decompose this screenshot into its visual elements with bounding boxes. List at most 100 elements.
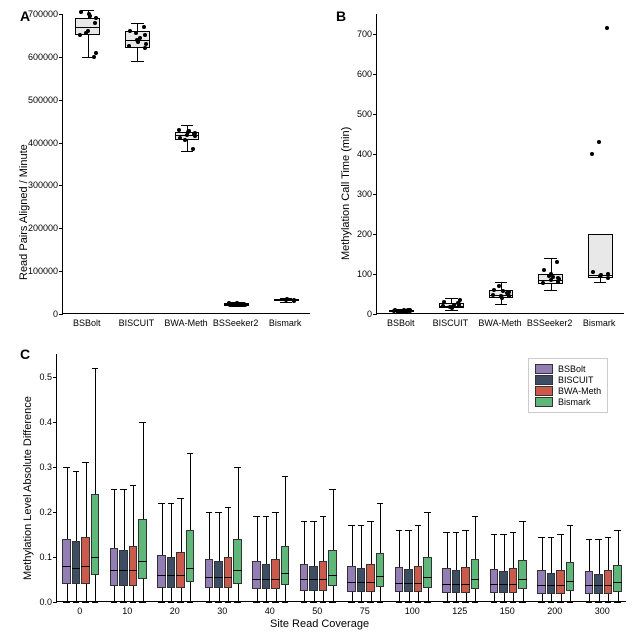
data-point xyxy=(441,304,445,308)
data-point xyxy=(84,31,88,35)
boxplot-box xyxy=(537,570,546,593)
data-point xyxy=(605,26,609,30)
legend-item: Bismark xyxy=(535,397,601,407)
data-point xyxy=(452,303,456,307)
ytick-label: 100000 xyxy=(28,266,58,276)
data-point xyxy=(93,21,97,25)
data-point xyxy=(541,281,545,285)
data-point xyxy=(497,284,501,288)
legend-swatch xyxy=(535,386,553,396)
boxplot-box xyxy=(347,566,356,592)
panel-b-ylabel: Methylation Call Time (min) xyxy=(340,127,352,260)
panel-b-plot xyxy=(376,14,624,314)
data-point xyxy=(402,308,406,312)
data-point xyxy=(227,301,231,305)
ytick-label: 0.0 xyxy=(39,597,52,607)
panel-c-label: C xyxy=(20,346,30,362)
data-point xyxy=(142,25,146,29)
data-point xyxy=(243,303,247,307)
boxplot-box xyxy=(281,546,290,585)
boxplot-box xyxy=(62,539,71,584)
xtick-label: 100 xyxy=(400,606,424,616)
boxplot-box xyxy=(357,568,366,591)
xtick-label: BWA-Meth xyxy=(161,318,211,328)
boxplot-box xyxy=(81,537,90,584)
boxplot-box xyxy=(319,561,328,590)
xtick-label: 20 xyxy=(163,606,187,616)
data-point xyxy=(542,268,546,272)
ytick-label: 100 xyxy=(357,269,372,279)
legend-swatch xyxy=(535,397,553,407)
data-point xyxy=(187,129,191,133)
boxplot-box xyxy=(442,568,451,593)
panel-b-label: B xyxy=(336,8,346,24)
legend-label: Bismark xyxy=(558,397,591,407)
legend-label: BWA-Meth xyxy=(558,386,601,396)
xtick-label: BISCUIT xyxy=(111,318,161,328)
data-point xyxy=(591,270,595,274)
xtick-label: BISCUIT xyxy=(425,318,475,328)
xtick-label: 200 xyxy=(543,606,567,616)
data-point xyxy=(134,31,138,35)
ytick-label: 500 xyxy=(357,109,372,119)
legend-swatch xyxy=(535,364,553,374)
boxplot-box xyxy=(395,567,404,592)
data-point xyxy=(492,288,496,292)
boxplot-box xyxy=(300,564,309,591)
boxplot-box xyxy=(471,559,480,589)
data-point xyxy=(590,152,594,156)
data-point xyxy=(88,14,92,18)
data-point xyxy=(78,33,82,37)
data-point xyxy=(491,293,495,297)
data-point xyxy=(143,46,147,50)
boxplot-box xyxy=(233,539,242,584)
ytick-label: 0.2 xyxy=(39,507,52,517)
boxplot-box xyxy=(262,564,271,590)
boxplot-box xyxy=(499,571,508,593)
ytick-label: 0.3 xyxy=(39,462,52,472)
data-point xyxy=(136,40,140,44)
xtick-label: BSSeeker2 xyxy=(525,318,575,328)
ytick-label: 700000 xyxy=(28,9,58,19)
boxplot-box xyxy=(376,553,385,587)
ytick-label: 600 xyxy=(357,69,372,79)
boxplot-box xyxy=(404,569,413,592)
data-point xyxy=(177,128,181,132)
ytick-label: 0.1 xyxy=(39,552,52,562)
data-point xyxy=(557,277,561,281)
boxplot-box xyxy=(119,550,128,586)
boxplot-box xyxy=(167,557,176,589)
boxplot-box xyxy=(547,573,556,594)
xtick-label: Bismark xyxy=(260,318,310,328)
xtick-label: 0 xyxy=(68,606,92,616)
boxplot-box xyxy=(585,571,594,594)
data-point xyxy=(233,302,237,306)
data-point xyxy=(183,138,187,142)
xtick-label: BSBolt xyxy=(376,318,426,328)
legend: BSBolt BISCUIT BWA-Meth Bismark xyxy=(528,358,608,413)
boxplot-box xyxy=(157,555,166,589)
ytick-label: 0.5 xyxy=(39,372,52,382)
boxplot-box xyxy=(252,561,261,589)
boxplot-box xyxy=(176,552,185,588)
boxplot-box xyxy=(110,548,119,586)
data-point xyxy=(599,273,603,277)
panel-a-plot xyxy=(62,14,310,314)
data-point xyxy=(285,297,289,301)
data-point xyxy=(193,131,197,135)
xtick-label: BWA-Meth xyxy=(475,318,525,328)
xtick-label: 125 xyxy=(448,606,472,616)
xtick-label: 40 xyxy=(258,606,282,616)
boxplot-box xyxy=(72,541,81,584)
xtick-label: 10 xyxy=(115,606,139,616)
boxplot-box xyxy=(461,567,470,593)
ytick-label: 300000 xyxy=(28,180,58,190)
boxplot-box xyxy=(366,564,375,592)
data-point xyxy=(143,33,147,37)
xtick-label: BSBolt xyxy=(62,318,112,328)
legend-swatch xyxy=(535,375,553,385)
data-point xyxy=(606,272,610,276)
ytick-label: 200000 xyxy=(28,223,58,233)
legend-label: BISCUIT xyxy=(558,375,594,385)
data-point xyxy=(79,10,83,14)
